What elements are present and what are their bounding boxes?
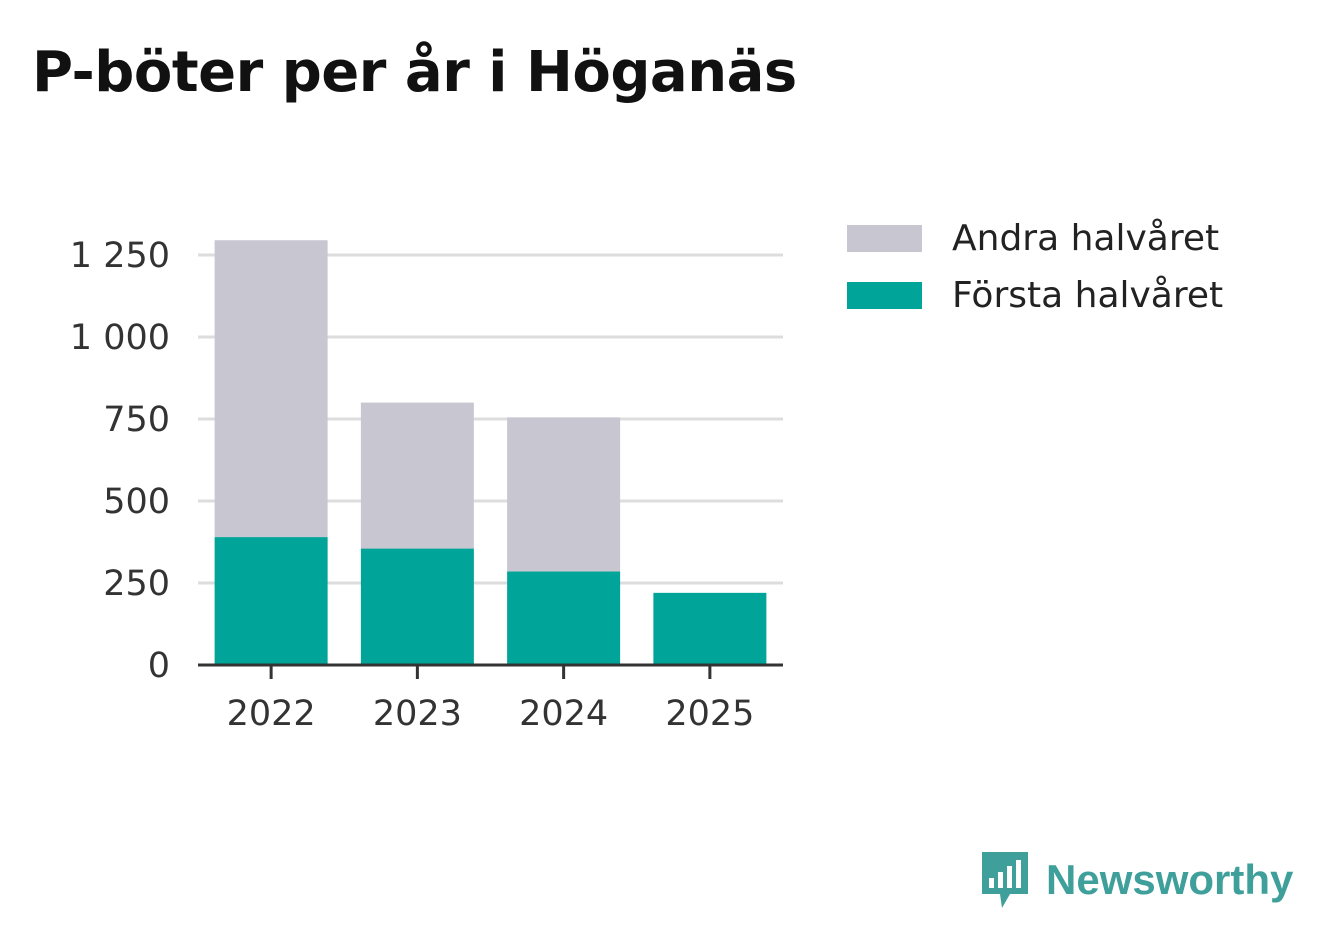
legend-item-first-half: Första halvåret bbox=[847, 267, 1223, 324]
legend-label-first-half: Första halvåret bbox=[952, 275, 1224, 316]
bar-segment bbox=[653, 592, 767, 665]
legend-swatch-second-half bbox=[847, 225, 922, 252]
axes: 0 250 500 750 1 000 1 250 2022 2023 2024 2025 bbox=[70, 236, 783, 734]
x-tick-label: 2025 bbox=[665, 694, 754, 734]
y-tick-label: 500 bbox=[103, 482, 170, 522]
bar-segment bbox=[360, 548, 474, 665]
legend: Andra halvåret Första halvåret bbox=[847, 210, 1223, 324]
brand-logo: Newsworthy bbox=[980, 850, 1293, 910]
bar-segment bbox=[507, 571, 621, 665]
x-tick-label: 2022 bbox=[227, 694, 316, 734]
y-tick-label: 1 000 bbox=[70, 318, 170, 358]
bar-segment bbox=[214, 537, 328, 665]
y-tick-label: 250 bbox=[103, 564, 170, 604]
bar-segment bbox=[214, 240, 328, 538]
newsworthy-logo-icon bbox=[982, 852, 1028, 908]
legend-swatch-first-half bbox=[847, 282, 922, 309]
y-tick-label: 0 bbox=[148, 646, 170, 686]
x-tick-label: 2024 bbox=[519, 694, 608, 734]
x-tick-label: 2023 bbox=[373, 694, 462, 734]
chart-title: P-böter per år i Höganäs bbox=[32, 40, 797, 105]
bar-segment bbox=[360, 402, 474, 549]
brand-name: Newsworthy bbox=[1046, 856, 1294, 903]
bars bbox=[214, 240, 767, 665]
bar-segment bbox=[507, 417, 621, 572]
legend-label-second-half: Andra halvåret bbox=[952, 218, 1220, 259]
y-tick-label: 750 bbox=[103, 400, 170, 440]
legend-item-second-half: Andra halvåret bbox=[847, 210, 1223, 267]
y-tick-label: 1 250 bbox=[70, 236, 170, 276]
